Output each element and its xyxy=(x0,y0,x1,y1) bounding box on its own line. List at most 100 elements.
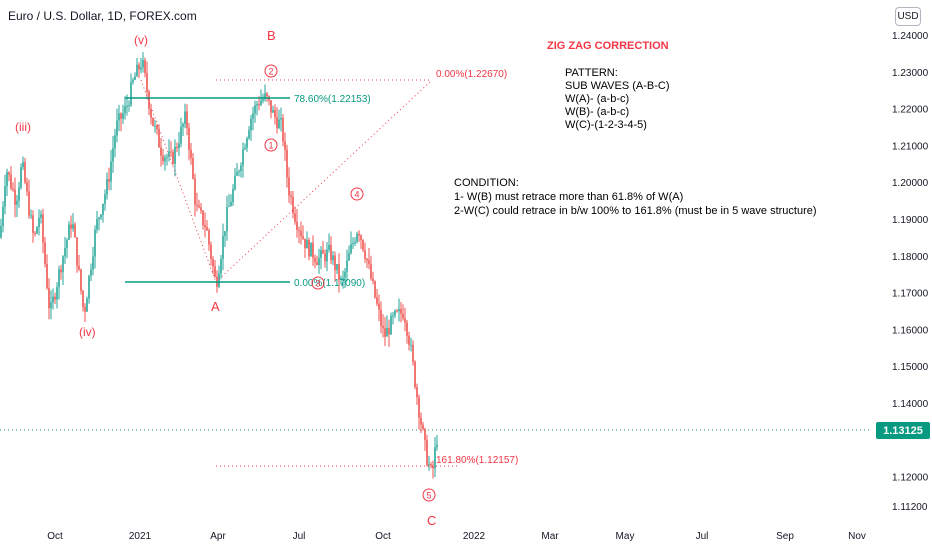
candle-body xyxy=(332,255,334,261)
circled-label-5: 5 xyxy=(422,488,436,502)
candle-body xyxy=(126,105,128,107)
candle-body xyxy=(190,149,192,158)
candle-body xyxy=(140,67,142,70)
candle-body xyxy=(314,257,316,263)
time-tick-label: May xyxy=(616,531,635,542)
candle-body xyxy=(412,344,414,362)
candle-body xyxy=(254,105,256,114)
candle-body xyxy=(346,260,348,272)
time-tick-label: Oct xyxy=(375,531,391,542)
circled-label-3-text: 3 xyxy=(315,279,320,289)
candle-body xyxy=(20,167,22,188)
price-tick-label: 1.16000 xyxy=(892,325,929,336)
candle-body xyxy=(366,258,368,261)
candle-body xyxy=(336,263,338,271)
candle-body xyxy=(298,229,300,231)
time-axis[interactable]: Oct 2021 Apr Jul Oct 2022 Mar May Jul Sep Nov xyxy=(47,531,866,542)
candle-body xyxy=(220,258,222,274)
candle-body xyxy=(66,239,68,249)
candle-body xyxy=(288,177,290,196)
candle-body xyxy=(160,147,162,156)
candle-body xyxy=(428,464,430,466)
candle-body xyxy=(174,146,176,164)
candle-body xyxy=(344,271,346,278)
candle-body xyxy=(122,113,124,119)
candle-body xyxy=(64,248,66,257)
candle-body xyxy=(386,327,388,337)
candle-body xyxy=(200,207,202,211)
candle-body xyxy=(96,219,98,230)
candle-body xyxy=(76,237,78,266)
price-tick-label: 1.15000 xyxy=(892,362,929,373)
candle-body xyxy=(354,241,356,243)
time-tick-label: Oct xyxy=(47,531,63,542)
candle-body xyxy=(224,231,226,237)
price-tick-label: 1.12000 xyxy=(892,473,929,484)
candle-body xyxy=(28,191,30,216)
fib-trend-line[interactable] xyxy=(215,79,433,283)
candle-body xyxy=(138,64,140,70)
candle-body xyxy=(104,194,106,204)
candle-body xyxy=(68,224,70,240)
fib-label-786: 78.60%(1.22153) xyxy=(294,94,371,105)
candle-body xyxy=(398,308,400,312)
symbol-title: Euro / U.S. Dollar, 1D, FOREX.com xyxy=(8,9,197,23)
candle-body xyxy=(8,172,10,175)
candle-body xyxy=(108,179,110,182)
candle-body xyxy=(294,213,296,222)
pattern-line: W(B)- (a-b-c) xyxy=(565,106,629,118)
time-tick-label: Sep xyxy=(776,531,794,542)
candle-body xyxy=(70,224,72,229)
candle-body xyxy=(156,125,158,130)
candle-body xyxy=(54,296,56,300)
candle-body xyxy=(300,230,302,237)
candle-body xyxy=(186,111,188,128)
currency-button[interactable]: USD xyxy=(895,7,921,26)
candle-body xyxy=(266,93,268,97)
candle-body xyxy=(46,263,48,289)
candle-body xyxy=(284,141,286,150)
candle-body xyxy=(128,104,130,106)
candle-body xyxy=(242,149,244,166)
candle-body xyxy=(324,253,326,262)
candle-body xyxy=(212,258,214,267)
wave-label-c: C xyxy=(427,513,436,528)
candle-body xyxy=(376,297,378,304)
condition-line: 2-W(C) could retrace in b/w 100% to 161.… xyxy=(454,205,817,217)
candle-body xyxy=(40,214,42,218)
candle-body xyxy=(260,100,262,105)
candle-body xyxy=(226,206,228,232)
candle-body xyxy=(318,257,320,265)
candle-body xyxy=(24,162,26,183)
candle-body xyxy=(134,76,136,80)
candle-body xyxy=(116,120,118,136)
candle-body xyxy=(192,157,194,179)
time-tick-label: Mar xyxy=(541,531,559,542)
candle-body xyxy=(22,162,24,168)
price-axis[interactable]: 1.24000 1.23000 1.22000 1.21000 1.20000 1.190… xyxy=(892,31,929,513)
candle-body xyxy=(404,318,406,323)
price-tick-label: 1.22000 xyxy=(892,105,929,116)
candle-body xyxy=(84,306,86,312)
pattern-line: W(C)-(1-2-3-4-5) xyxy=(565,119,647,131)
candle-body xyxy=(436,444,438,448)
candle-body xyxy=(80,269,82,291)
candle-body xyxy=(250,118,252,131)
candle-body xyxy=(282,117,284,142)
candle-body xyxy=(100,214,102,218)
candle-body xyxy=(168,151,170,157)
candle-body xyxy=(262,98,264,101)
candle-body xyxy=(232,188,234,203)
price-tick-label: 1.23000 xyxy=(892,68,929,79)
candle-body xyxy=(278,119,280,129)
candle-body xyxy=(172,151,174,164)
candle-body xyxy=(292,196,294,214)
candle-body xyxy=(264,93,266,99)
candle-body xyxy=(304,238,306,249)
wave-a-trend-line[interactable] xyxy=(140,79,217,283)
candle-body xyxy=(350,244,352,254)
candle-body xyxy=(326,249,328,262)
candle-body xyxy=(370,263,372,279)
